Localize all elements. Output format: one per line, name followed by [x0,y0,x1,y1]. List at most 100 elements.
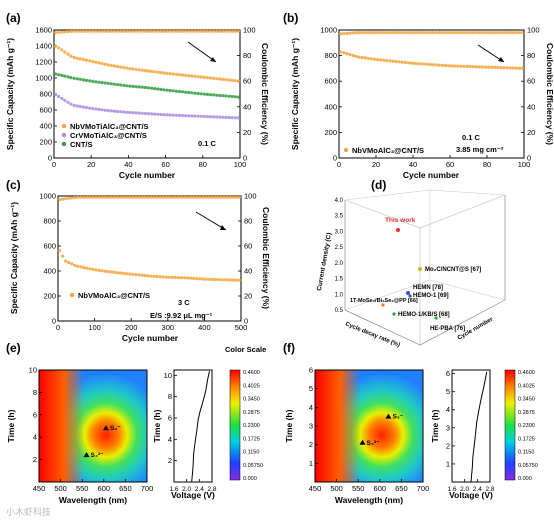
data-point [218,93,222,98]
y2-tick-label: 0 [527,154,531,163]
data-point [480,30,484,35]
legend-entry: NbVMoAlC₃@CNT/S [352,146,424,155]
data-point [419,30,423,35]
legend-entry: CNT/S [70,140,93,149]
y-tick-label: 6 [309,366,313,375]
data-point [109,109,113,113]
data-point [155,195,159,199]
x-tick-label: 60 [446,160,454,169]
data-point [100,81,104,85]
x-tick-label: 40 [124,160,132,169]
data-point [212,93,216,97]
data-point [394,59,398,64]
data-point [72,29,76,33]
colorbar-tick-label: 0.000 [518,476,532,482]
y-axis-label: Specific Capacity (mAh g⁻¹) [5,38,15,150]
data-point [230,94,234,99]
data-point [228,278,232,282]
data-point [385,30,389,35]
data-point [202,92,206,96]
z-tick-label: 0.5 [335,308,344,314]
data-point [78,104,82,109]
x-axis-label: Cycle number [122,333,179,343]
colorbar-tick-label: 0.1725 [243,436,260,442]
y-ticks: 0 200 400 600 800 1000 [320,26,342,163]
data-point [119,29,123,33]
point-hemo1-kb [392,312,396,316]
colorbar-ticks: 0.4600 0.4025 0.3450 0.2875 0.2300 0.1725 0.11… [243,370,263,482]
point-label: HEMO-1/KB/S [68] [398,312,450,318]
data-point [143,85,147,90]
x-axis-label: Wavelength (nm) [59,495,127,505]
data-point [81,78,86,82]
data-point [72,103,76,108]
data-point [131,29,135,33]
peak-marker [102,425,109,431]
data-point [177,73,182,77]
data-points [57,195,242,282]
data-point [69,54,73,58]
data-point [179,195,184,199]
data-point [225,195,229,199]
data-point [100,269,104,273]
data-point [137,111,141,115]
data-point [122,83,126,87]
data-point [369,57,373,61]
voltage-x-label: Voltage (V) [449,490,493,500]
data-point [146,195,150,199]
legend: NbVMoTiAlC₃@CNT/S CrVMoTiAlC₃@CNT/S CNT/… [61,122,149,149]
x-tick-label: 500 [235,323,248,332]
data-point [161,195,165,199]
data-point [137,29,141,33]
data-point [465,64,469,68]
data-point [453,64,457,68]
data-point [212,115,216,119]
data-point [103,108,107,112]
voltage-y-label: Time (h) [152,409,162,442]
data-point [456,64,460,68]
y-tick-label: 6 [33,410,37,419]
data-point [152,274,156,278]
data-point [459,30,463,35]
data-point [474,30,478,35]
data-point [338,32,343,36]
data-point [134,85,138,89]
data-point [459,64,463,68]
data-point [348,52,352,57]
data-point [508,66,512,70]
data-point [115,195,120,199]
data-point [119,110,123,114]
data-point [348,31,352,35]
data-point [76,264,80,268]
data-point [165,71,169,75]
data-point [75,56,79,60]
data-point [118,271,123,275]
data-point [181,29,185,33]
data-point [125,110,129,114]
data-point [225,278,229,282]
y-tick-label: 10 [29,366,37,375]
panel-label: (f) [283,341,295,355]
data-point [201,195,205,199]
data-point [192,195,196,199]
colorbar-tick-label: 0.000 [243,476,257,482]
data-point [150,112,154,116]
data-point [82,195,86,199]
data-point [437,30,441,35]
y-tick-label: 1600 [35,26,52,35]
x-tick-label: 2.0 [460,486,469,493]
data-point [511,66,515,70]
x-tick-label: 550 [352,484,365,493]
data-point [66,30,70,34]
data-point [202,114,206,119]
data-point [85,195,89,199]
data-point [106,109,110,113]
peak-marker [385,413,392,419]
z-tick-label: 1.5 [335,277,344,283]
x-tick-label: 0 [52,160,56,169]
heatmap-left-band [315,370,360,482]
data-point [131,195,135,199]
data-point [82,266,86,270]
data-point [227,78,231,82]
data-point [164,275,168,279]
